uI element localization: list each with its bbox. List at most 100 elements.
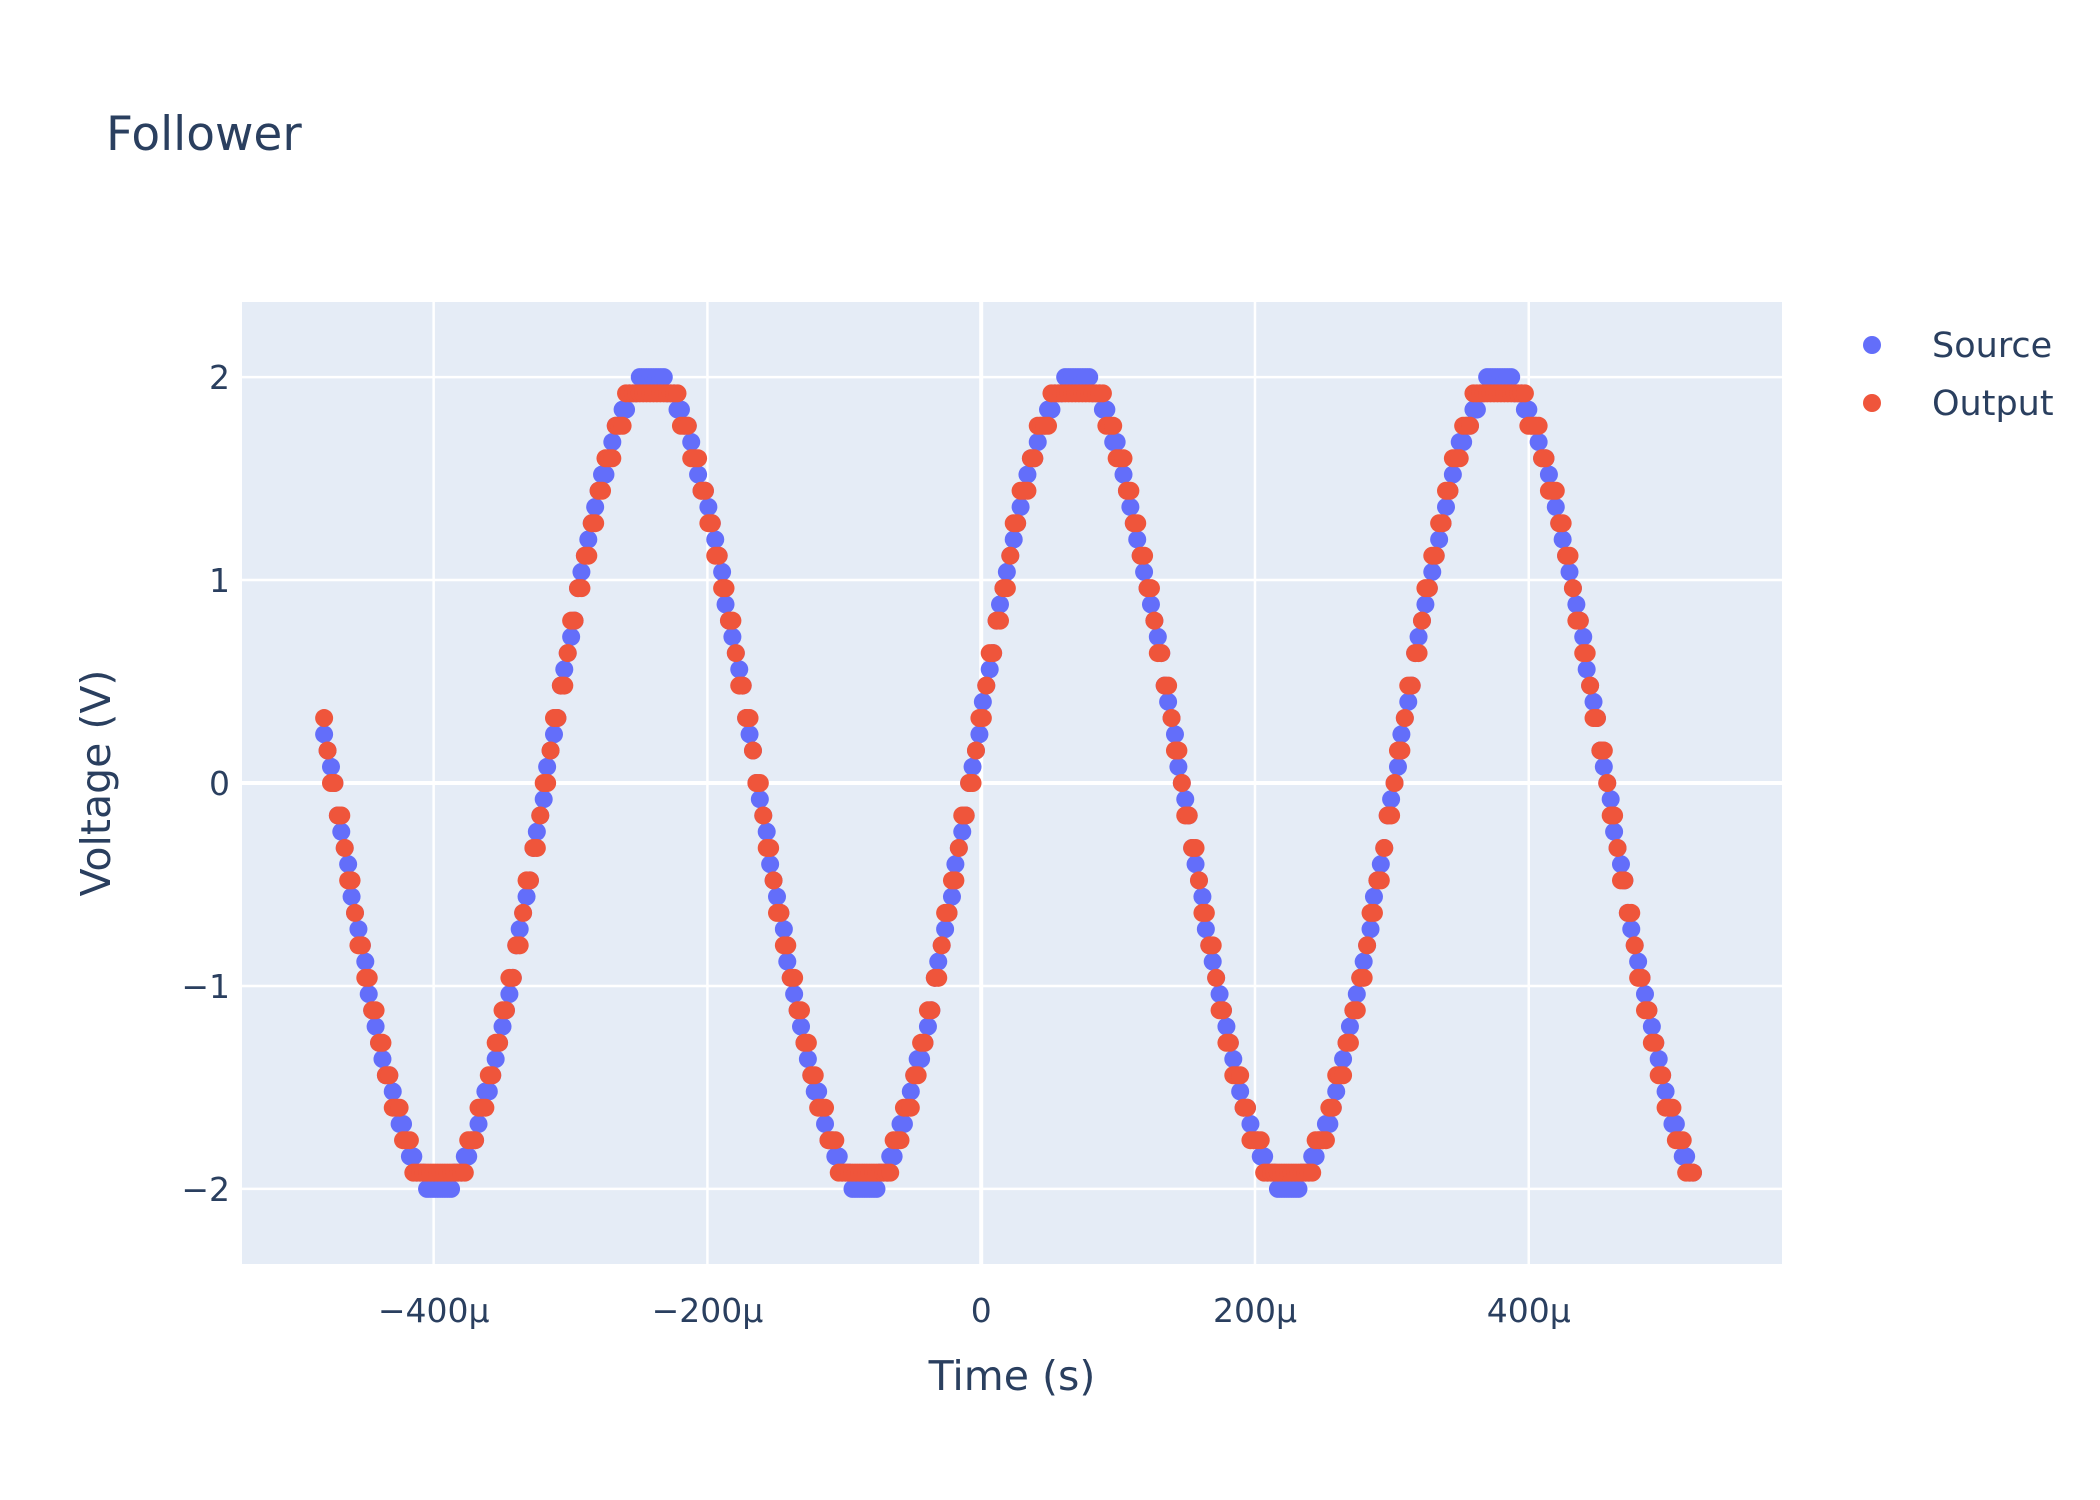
data-point	[490, 1033, 509, 1052]
data-point	[991, 595, 1009, 614]
data-point	[792, 1017, 811, 1036]
data-point	[1529, 416, 1548, 435]
data-point	[359, 968, 378, 987]
data-point	[466, 1131, 485, 1150]
data-point	[586, 514, 605, 533]
data-point	[1114, 465, 1133, 484]
data-point	[1361, 920, 1380, 939]
data-point	[894, 1114, 913, 1133]
data-point	[1577, 644, 1596, 663]
data-point	[1574, 627, 1593, 646]
data-point	[579, 530, 598, 549]
data-point	[1196, 920, 1215, 939]
data-point	[373, 1033, 392, 1052]
data-point	[716, 579, 735, 598]
data-point	[1663, 1098, 1682, 1117]
data-point	[1392, 725, 1411, 744]
data-point	[689, 465, 708, 484]
data-point	[1601, 790, 1620, 809]
data-point	[1392, 741, 1411, 760]
data-point	[1203, 936, 1222, 955]
data-point	[1347, 1001, 1366, 1020]
data-point	[1423, 562, 1442, 581]
data-point	[922, 1001, 941, 1020]
data-point	[1196, 903, 1215, 922]
data-point	[1409, 644, 1428, 663]
data-point	[555, 676, 574, 695]
data-point	[572, 579, 591, 598]
data-point	[1093, 384, 1112, 403]
data-point	[1231, 1066, 1250, 1085]
data-point	[1611, 855, 1630, 874]
data-point	[520, 871, 539, 890]
data-point	[1594, 757, 1613, 776]
data-point	[1145, 611, 1164, 630]
y-axis-title: Voltage (V)	[72, 670, 120, 897]
data-point	[555, 660, 574, 679]
data-point	[500, 985, 519, 1004]
data-point	[1553, 530, 1572, 549]
data-point	[1666, 1114, 1685, 1133]
data-point	[654, 368, 673, 387]
data-point	[1189, 871, 1208, 890]
data-point	[1121, 497, 1140, 516]
data-point	[562, 627, 581, 646]
data-point	[1354, 968, 1373, 987]
data-point	[586, 497, 605, 516]
data-point	[356, 952, 375, 971]
data-point	[1594, 741, 1613, 760]
data-point	[884, 1147, 903, 1166]
data-point	[1347, 985, 1366, 1004]
data-point	[761, 855, 780, 874]
data-point	[359, 985, 378, 1004]
data-point	[1433, 514, 1452, 533]
data-point	[1186, 855, 1205, 874]
data-point	[798, 1050, 817, 1069]
data-point	[1382, 790, 1401, 809]
data-point	[901, 1082, 920, 1101]
data-point	[768, 887, 786, 906]
data-point	[531, 806, 550, 825]
legend: Source Output	[1863, 326, 2054, 424]
data-point	[1107, 433, 1126, 452]
data-point	[970, 725, 989, 744]
data-point	[1303, 1163, 1322, 1182]
data-point	[1461, 416, 1480, 435]
data-point	[1159, 676, 1178, 695]
data-point	[1162, 709, 1181, 728]
data-point	[1025, 449, 1044, 468]
data-point	[1316, 1131, 1335, 1150]
data-point	[545, 725, 563, 744]
data-point	[1008, 514, 1027, 533]
data-point	[603, 449, 622, 468]
data-point	[1615, 871, 1634, 890]
legend-label-source: Source	[1932, 326, 2052, 366]
data-point	[1608, 838, 1627, 857]
data-point	[1371, 855, 1390, 874]
legend-item-output[interactable]: Output	[1863, 384, 2054, 424]
data-point	[1416, 595, 1435, 614]
data-point	[966, 741, 985, 760]
data-point	[503, 968, 522, 987]
data-point	[1152, 644, 1171, 663]
data-point	[1677, 1147, 1696, 1166]
data-point	[342, 887, 361, 906]
data-point	[1135, 562, 1154, 581]
data-point	[352, 936, 371, 955]
data-point	[1684, 1163, 1703, 1182]
data-point	[1622, 903, 1641, 922]
series-layer	[315, 368, 1703, 1198]
data-point	[1529, 433, 1548, 452]
data-point	[1553, 514, 1572, 533]
data-point	[826, 1131, 845, 1150]
data-point	[980, 660, 999, 679]
data-point	[918, 1017, 937, 1036]
data-point	[929, 952, 948, 971]
data-point	[1563, 579, 1582, 598]
data-point	[949, 838, 968, 857]
data-point	[1323, 1098, 1342, 1117]
data-point	[1207, 968, 1226, 987]
legend-item-source[interactable]: Source	[1863, 326, 2052, 366]
data-point	[1639, 1001, 1658, 1020]
